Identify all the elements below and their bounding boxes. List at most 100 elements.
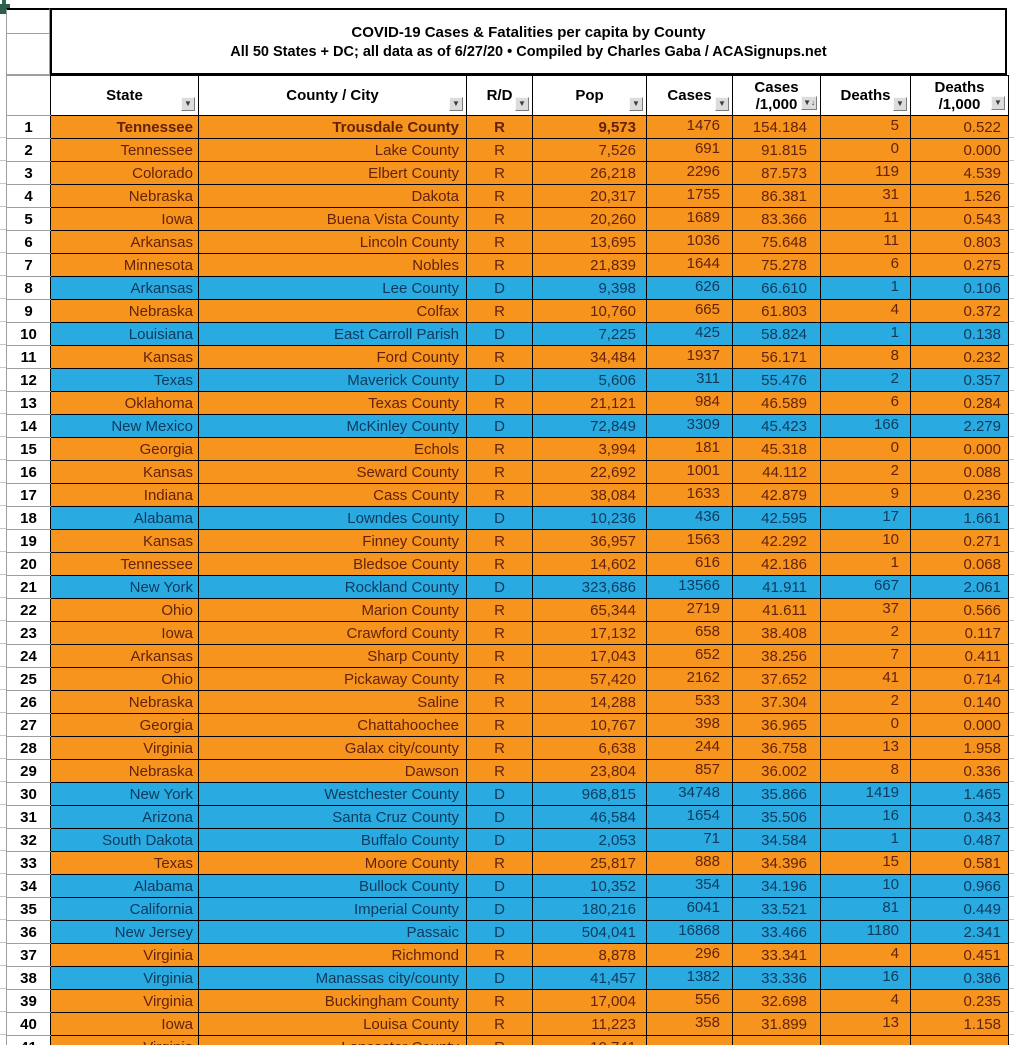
cases-cell[interactable]: 533 [646,690,733,714]
row-number-cell[interactable]: 31 [6,805,51,829]
deaths-cell[interactable]: 8 [820,759,911,783]
deaths-cell[interactable]: 0 [820,713,911,737]
cases-cell[interactable]: 2719 [646,598,733,622]
cases-cell[interactable]: 16868 [646,920,733,944]
deaths-per-1000-cell[interactable]: 0.487 [910,828,1009,852]
row-number-column-header[interactable] [6,75,51,116]
cases-per-1000-cell[interactable]: 36.758 [732,736,821,760]
cases-per-1000-cell[interactable]: 83.366 [732,207,821,231]
row-number-cell[interactable]: 13 [6,391,51,415]
deaths-per-1000-cell[interactable]: 1.661 [910,506,1009,530]
deaths-cell[interactable]: 11 [820,207,911,231]
population-cell[interactable]: 65,344 [532,598,647,622]
state-cell[interactable]: Virginia [50,966,199,990]
party-cell[interactable]: R [466,391,533,415]
state-cell[interactable]: Oklahoma [50,391,199,415]
deaths-cell[interactable]: 15 [820,851,911,875]
population-cell[interactable]: 17,043 [532,644,647,668]
population-cell[interactable]: 57,420 [532,667,647,691]
population-cell[interactable]: 180,216 [532,897,647,921]
county-cell[interactable]: Buffalo County [198,828,467,852]
deaths-per-1000-cell[interactable]: 0.581 [910,851,1009,875]
column-header-cases[interactable]: Cases ▼ [646,75,733,116]
deaths-per-1000-cell[interactable]: 0.449 [910,897,1009,921]
row-number-cell[interactable]: 27 [6,713,51,737]
population-cell[interactable]: 6,638 [532,736,647,760]
deaths-per-1000-cell[interactable]: 0.357 [910,368,1009,392]
cases-cell[interactable]: 436 [646,506,733,530]
county-cell[interactable]: Saline [198,690,467,714]
deaths-cell[interactable]: 9 [820,483,911,507]
county-cell[interactable]: Lincoln County [198,230,467,254]
county-cell[interactable]: Lee County [198,276,467,300]
party-cell[interactable]: D [466,897,533,921]
population-cell[interactable]: 10,767 [532,713,647,737]
row-number-cell[interactable]: 39 [6,989,51,1013]
county-cell[interactable]: Lancaster County [198,1035,467,1045]
cases-per-1000-cell[interactable]: 37.304 [732,690,821,714]
column-header-state[interactable]: State ▼ [50,75,199,116]
state-cell[interactable]: Arkansas [50,230,199,254]
column-header-rd[interactable]: R/D ▼ [466,75,533,116]
deaths-per-1000-cell[interactable]: 4.539 [910,161,1009,185]
deaths-cell[interactable]: 0 [820,138,911,162]
deaths-cell[interactable]: 4 [820,989,911,1013]
party-cell[interactable]: R [466,299,533,323]
county-cell[interactable]: Dakota [198,184,467,208]
cases-cell[interactable]: 398 [646,713,733,737]
cases-per-1000-cell[interactable]: 35.866 [732,782,821,806]
deaths-per-1000-cell[interactable]: 0.336 [910,759,1009,783]
party-cell[interactable]: R [466,713,533,737]
state-cell[interactable]: New Jersey [50,920,199,944]
population-cell[interactable]: 7,526 [532,138,647,162]
state-cell[interactable]: Iowa [50,621,199,645]
party-cell[interactable]: R [466,115,533,139]
cases-cell[interactable]: 244 [646,736,733,760]
cases-per-1000-cell[interactable]: 37.652 [732,667,821,691]
cases-cell[interactable]: 425 [646,322,733,346]
deaths-cell[interactable]: 1180 [820,920,911,944]
county-cell[interactable]: Galax city/county [198,736,467,760]
county-cell[interactable]: Manassas city/county [198,966,467,990]
state-cell[interactable]: Texas [50,368,199,392]
column-header-deaths-per-1000[interactable]: Deaths /1,000 ▼ [910,75,1009,116]
cases-per-1000-cell[interactable]: 58.824 [732,322,821,346]
deaths-cell[interactable]: 4 [820,943,911,967]
population-cell[interactable]: 2,053 [532,828,647,852]
cases-per-1000-cell[interactable]: 56.171 [732,345,821,369]
county-cell[interactable]: Passaic [198,920,467,944]
row-number-cell[interactable]: 2 [6,138,51,162]
deaths-per-1000-cell[interactable]: 2.341 [910,920,1009,944]
deaths-per-1000-cell[interactable] [910,1035,1009,1045]
cases-per-1000-cell[interactable]: 33.466 [732,920,821,944]
population-cell[interactable]: 38,084 [532,483,647,507]
cases-cell[interactable]: 1689 [646,207,733,231]
state-cell[interactable]: Arizona [50,805,199,829]
population-cell[interactable]: 13,695 [532,230,647,254]
cases-cell[interactable]: 354 [646,874,733,898]
party-cell[interactable]: R [466,345,533,369]
cases-cell[interactable]: 556 [646,989,733,1013]
deaths-per-1000-cell[interactable]: 0.271 [910,529,1009,553]
row-number-cell[interactable]: 9 [6,299,51,323]
deaths-cell[interactable]: 2 [820,368,911,392]
state-cell[interactable]: Virginia [50,736,199,760]
filter-dropdown-icon[interactable]: ▼ [629,97,643,111]
deaths-cell[interactable]: 10 [820,874,911,898]
sheet-title-cell[interactable]: COVID-19 Cases & Fatalities per capita b… [50,8,1007,75]
cases-per-1000-cell[interactable]: 32.698 [732,989,821,1013]
state-cell[interactable]: South Dakota [50,828,199,852]
cases-per-1000-cell[interactable]: 86.381 [732,184,821,208]
cases-per-1000-cell[interactable]: 33.336 [732,966,821,990]
cases-per-1000-cell[interactable]: 61.803 [732,299,821,323]
party-cell[interactable]: R [466,230,533,254]
cases-cell[interactable]: 296 [646,943,733,967]
population-cell[interactable]: 8,878 [532,943,647,967]
population-cell[interactable]: 34,484 [532,345,647,369]
population-cell[interactable]: 3,994 [532,437,647,461]
county-cell[interactable]: Lowndes County [198,506,467,530]
row-number-cell[interactable]: 21 [6,575,51,599]
filter-dropdown-icon[interactable]: ▼ [515,97,529,111]
county-cell[interactable]: Westchester County [198,782,467,806]
state-cell[interactable]: Alabama [50,506,199,530]
